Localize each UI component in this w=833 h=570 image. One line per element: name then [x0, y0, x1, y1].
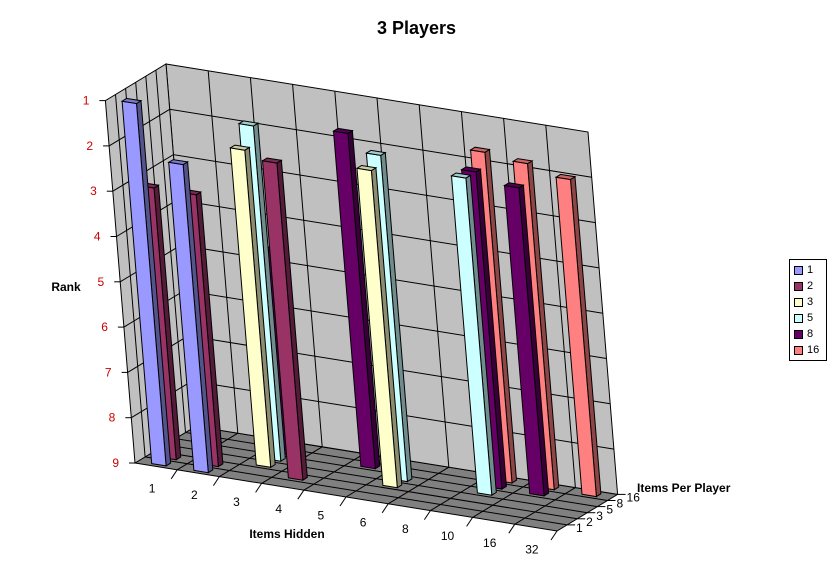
x-tick	[339, 496, 347, 507]
y-tick-label: 6	[101, 320, 108, 334]
x-tick-label: 32	[525, 543, 539, 557]
z-tick-label: 2	[586, 515, 593, 529]
x-tick-label: 1	[149, 481, 156, 495]
y-tick-label: 3	[90, 184, 97, 198]
bar-top-series-5	[237, 120, 260, 127]
x-tick-label: 10	[441, 529, 455, 543]
legend-label: 8	[807, 328, 814, 340]
bar-top-series-3	[228, 144, 251, 151]
gridline-z	[155, 70, 608, 501]
x-tick	[466, 517, 474, 527]
legend: 1 2 3 5 8 16	[789, 259, 827, 361]
x-axis-title: Items Hidden	[249, 527, 324, 541]
legend-swatch	[794, 297, 803, 307]
x-tick-label: 8	[402, 522, 409, 536]
bar-top-series-8	[460, 166, 482, 173]
y-tick-label: 1	[83, 94, 90, 108]
bar-top-series-1	[167, 159, 190, 166]
legend-item: 3	[790, 294, 826, 310]
x-tick	[550, 530, 558, 541]
legend-swatch	[794, 345, 803, 355]
bar-top-series-16	[511, 158, 534, 165]
x-tick-label: 6	[360, 515, 367, 529]
x-tick	[423, 510, 431, 520]
z-tick-label: 3	[596, 509, 603, 523]
bar-top-series-5	[364, 149, 387, 156]
chart-title: 3 Players	[376, 18, 457, 38]
legend-label: 1	[807, 264, 814, 276]
z-tick-label: 1	[576, 521, 583, 535]
bar-top-series-2	[261, 157, 283, 164]
legend-swatch	[794, 281, 803, 291]
legend-item: 16	[790, 342, 826, 358]
bar-top-series-16	[554, 173, 577, 181]
x-tick	[255, 483, 263, 493]
bar-top-series-5	[450, 172, 472, 179]
x-tick-label: 16	[483, 536, 497, 550]
z-tick-label: 5	[606, 503, 613, 517]
bar-top-series-3	[355, 164, 378, 172]
x-tick	[297, 489, 305, 500]
legend-item: 8	[790, 326, 826, 342]
legend-label: 5	[807, 312, 814, 324]
legend-label: 2	[807, 280, 814, 292]
x-tick-label: 3	[233, 495, 240, 509]
legend-swatch	[794, 265, 803, 275]
y-tick-label: 5	[98, 275, 105, 289]
x-tick-label: 2	[191, 488, 198, 502]
y-axis-title: Rank	[51, 280, 81, 294]
z-tick-label: 16	[627, 490, 641, 504]
legend-item: 1	[790, 262, 826, 278]
bar-top-series-8	[503, 182, 525, 189]
z-axis-title: Items Per Player	[637, 481, 731, 495]
y-tick-label: 7	[105, 365, 112, 379]
y-tick-label: 4	[94, 230, 101, 244]
x-tick	[508, 523, 516, 534]
legend-swatch	[794, 313, 803, 323]
legend-swatch	[794, 329, 803, 339]
gridline-z	[115, 94, 568, 526]
x-tick	[212, 476, 220, 486]
bar-top-series-8	[332, 127, 354, 135]
x-tick-label: 5	[318, 509, 325, 523]
legend-label: 3	[807, 296, 814, 308]
legend-item: 2	[790, 278, 826, 294]
y-tick-label: 9	[112, 456, 119, 470]
y-tick-label: 8	[109, 411, 116, 425]
legend-label: 16	[807, 344, 820, 356]
x-tick	[381, 503, 389, 514]
x-tick-label: 4	[275, 502, 282, 516]
bar-top-series-1	[120, 97, 143, 105]
x-tick	[170, 469, 178, 480]
legend-item: 5	[790, 310, 826, 326]
bar-top-series-16	[469, 146, 491, 153]
y-tick-label: 2	[86, 139, 93, 153]
z-tick-label: 8	[616, 497, 623, 511]
